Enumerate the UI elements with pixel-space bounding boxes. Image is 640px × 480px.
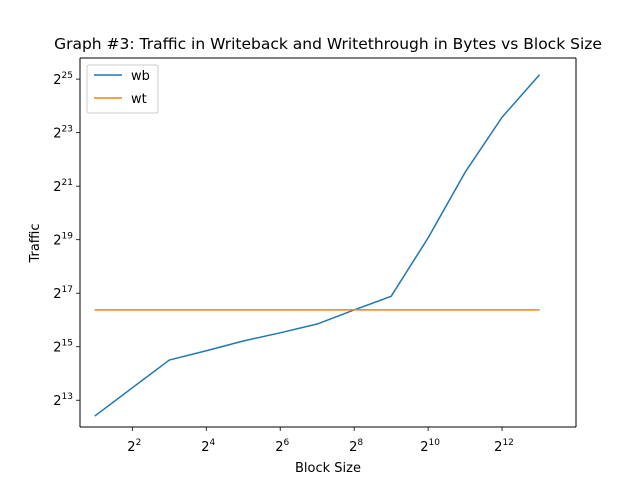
x-tick-label: 212	[494, 438, 514, 455]
y-tick-label: 215	[53, 339, 73, 356]
legend-frame	[86, 64, 159, 114]
axes-layer	[79, 57, 577, 428]
legend: wb wt	[86, 64, 159, 114]
y-tick-label: 213	[53, 392, 73, 409]
series-layer	[94, 74, 541, 417]
x-tick-label: 210	[420, 438, 440, 455]
y-axis-label: Traffic	[28, 223, 43, 263]
chart-title: Graph #3: Traffic in Writeback and Write…	[54, 35, 602, 53]
y-tick-label: 221	[53, 178, 73, 195]
y-tick-label: 217	[53, 285, 73, 302]
series-line-wb	[94, 74, 541, 417]
x-tick-label: 26	[275, 438, 289, 455]
x-tick-label: 22	[127, 438, 141, 455]
ticks-layer: 22 24 26 28 210 212 213 215 217 219 221 223 225	[53, 71, 514, 455]
legend-label-wt: wt	[131, 92, 147, 107]
y-tick-label: 219	[53, 232, 73, 249]
y-tick-label: 223	[53, 125, 73, 142]
y-tick-label: 225	[53, 71, 73, 88]
x-tick-label: 24	[201, 438, 215, 455]
x-tick-label: 28	[349, 438, 363, 455]
x-axis-label: Block Size	[295, 461, 361, 476]
legend-label-wb: wb	[131, 69, 150, 84]
